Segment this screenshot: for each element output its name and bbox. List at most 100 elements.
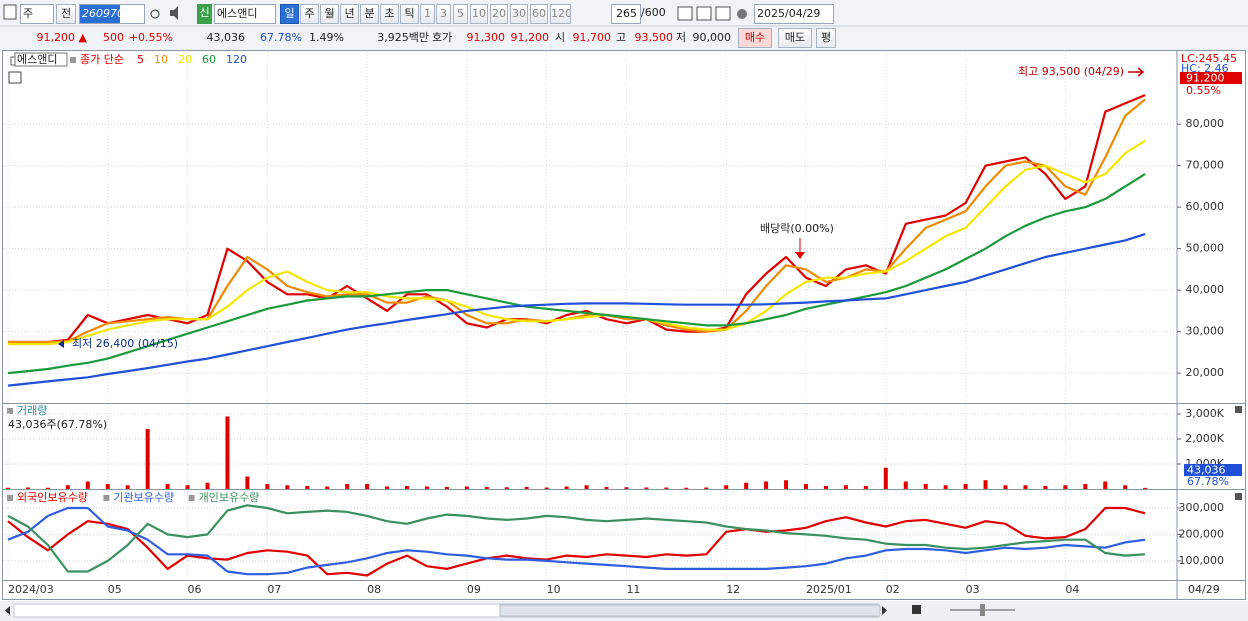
save-icon[interactable] (715, 6, 731, 21)
x-tick-label: 2025/01 (806, 583, 852, 596)
code-input[interactable]: 260970 (79, 4, 145, 24)
volume-bar (1123, 485, 1128, 489)
volume-bar (265, 484, 270, 489)
volume-bar (983, 480, 988, 489)
quote-low-label: 저 (676, 31, 687, 44)
name-input[interactable]: 에스앤디 (214, 4, 276, 24)
series-line (7, 504, 1146, 573)
search-icon[interactable] (150, 9, 160, 19)
volume-summary: 43,036주(67.78%) (8, 418, 107, 431)
current-volume-label: 43,036 (1187, 464, 1226, 477)
volume-bar (524, 487, 529, 489)
volume-bar (724, 485, 729, 489)
settings-icon[interactable] (737, 9, 747, 19)
stop-icon[interactable] (912, 605, 921, 614)
legend-square (188, 495, 195, 501)
market-select[interactable]: 주 (20, 4, 54, 24)
volume-bar (285, 485, 290, 489)
scroll-left[interactable] (5, 606, 10, 615)
date-input[interactable]: 2025/04/29 (754, 4, 834, 24)
interval-button[interactable]: 120 (550, 4, 571, 24)
x-tick-label: 12 (726, 583, 740, 596)
panel-title: 에스앤디 (17, 53, 57, 66)
ex-dividend-annotation: 배당락(0.00%) (760, 222, 834, 235)
tool-icon[interactable] (696, 6, 712, 21)
scroll-right[interactable] (882, 606, 887, 615)
legend-square (7, 408, 13, 414)
volume-bar (245, 476, 250, 489)
period-button[interactable]: 일 (280, 4, 299, 24)
period-button[interactable]: 틱 (400, 4, 419, 24)
legend-square (103, 495, 110, 501)
volume-bar (305, 486, 310, 489)
legend-entry: 60 (202, 53, 216, 66)
high-annotation: 최고 93,500 (04/29) (1018, 65, 1124, 78)
buy-button[interactable]: 매수 (738, 28, 772, 48)
interval-button[interactable]: 30 (510, 4, 528, 24)
period-button[interactable]: 주 (300, 4, 319, 24)
scope-select[interactable]: 전 (56, 4, 76, 24)
sell-button[interactable]: 매도 (778, 28, 812, 48)
interval-button[interactable]: 20 (490, 4, 508, 24)
high-arrow (1128, 67, 1145, 77)
volume-bar (604, 487, 609, 489)
legend-entry: 20 (178, 53, 192, 66)
low-arrow (58, 340, 64, 348)
y-tick-label: 200,000 (1179, 527, 1225, 540)
quote-high: 93,500 (634, 31, 674, 44)
x-tick-label: 04 (1065, 583, 1079, 596)
quote-ask: 91,300 (466, 31, 506, 44)
volume-bar (504, 487, 509, 489)
count-input[interactable]: 265 (611, 4, 641, 24)
volume-bar (325, 486, 330, 489)
x-tick-label: 05 (108, 583, 122, 596)
chart-frame (2, 50, 1246, 600)
legend-square (70, 57, 76, 63)
legend-prefix: 종가 단순 (80, 53, 124, 66)
current-pct-label: 0.55% (1186, 84, 1221, 97)
quote-volume-ratio: 67.78% (260, 31, 302, 44)
scroll-thumb[interactable] (499, 604, 881, 617)
volume-bar (704, 487, 709, 489)
grid-icon[interactable] (8, 71, 22, 84)
tool-icon[interactable] (677, 6, 693, 21)
legend-entry: 기관보유수량 (113, 491, 174, 504)
interval-button[interactable]: 60 (530, 4, 548, 24)
avg-button[interactable]: 평 (816, 28, 836, 48)
period-button[interactable]: 년 (340, 4, 359, 24)
low-annotation: 최저 26,400 (04/15) (72, 337, 178, 350)
series-line (7, 506, 1146, 576)
interval-button[interactable]: 3 (436, 4, 451, 24)
quote-amount: 3,925백만 (377, 31, 429, 44)
y-tick-label: 30,000 (1186, 325, 1225, 338)
interval-button[interactable]: 5 (453, 4, 468, 24)
volume-bar (185, 485, 190, 489)
volume-bar (464, 486, 469, 489)
period-button[interactable]: 분 (360, 4, 379, 24)
volume-bar (424, 486, 429, 489)
volume-bar (365, 484, 370, 489)
period-button[interactable]: 초 (380, 4, 399, 24)
quote-ask-label: 호가 (432, 31, 453, 44)
x-tick-label: 11 (626, 583, 640, 596)
x-tick-label: 09 (467, 583, 481, 596)
period-button[interactable]: 월 (320, 4, 339, 24)
menu-icon[interactable] (3, 4, 17, 20)
legend-entry: 외국인보유수량 (17, 491, 88, 504)
volume-bar (664, 487, 669, 489)
interval-button[interactable]: 1 (420, 4, 435, 24)
current-volume-box (1184, 464, 1242, 476)
volume-bar (1143, 487, 1148, 489)
panel-close[interactable] (1235, 493, 1242, 500)
interval-button[interactable]: 10 (470, 4, 488, 24)
volume-bar (105, 484, 110, 489)
legend-entry: 개인보유수량 (199, 491, 260, 504)
quote-bid: 91,200 (510, 31, 550, 44)
panel-close[interactable] (1235, 406, 1242, 413)
zoom-thumb[interactable] (980, 604, 985, 616)
speaker-icon[interactable] (170, 6, 178, 20)
volume-bar (863, 486, 868, 489)
series-line (7, 233, 1146, 387)
